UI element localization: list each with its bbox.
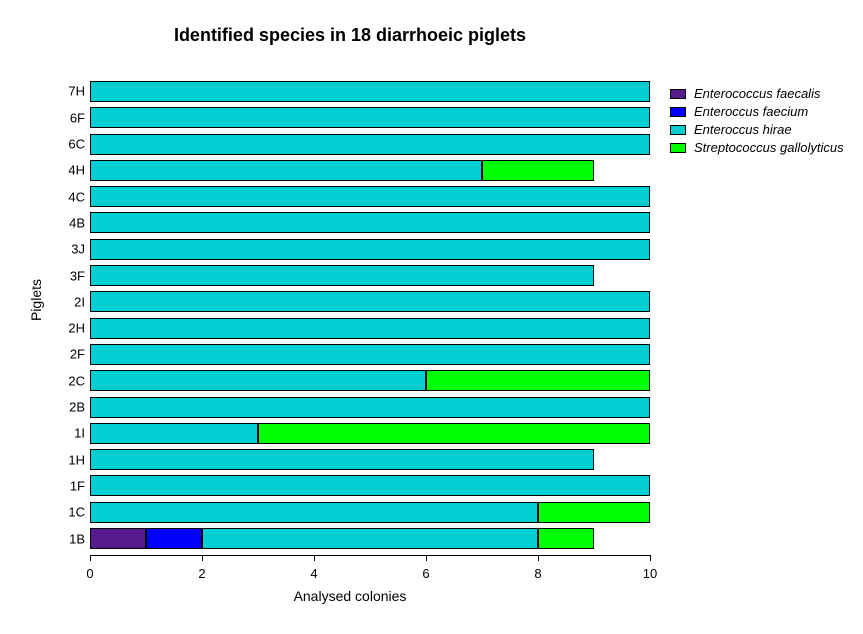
y-tick-label: 2I xyxy=(55,294,85,309)
x-tick xyxy=(650,555,651,561)
legend-item: Enterococcus faecalis xyxy=(670,85,844,103)
chart-title: Identified species in 18 diarrhoeic pigl… xyxy=(0,25,700,46)
bar-segment xyxy=(90,212,650,233)
x-axis-label: Analysed colonies xyxy=(0,588,700,604)
legend-item: Enteroccus hirae xyxy=(670,121,844,139)
bar-segment xyxy=(90,291,650,312)
bar-segment xyxy=(90,81,650,102)
chart-figure: Identified species in 18 diarrhoeic pigl… xyxy=(0,0,863,634)
y-tick-label: 1I xyxy=(55,426,85,441)
bar-segment xyxy=(90,449,594,470)
bar-segment xyxy=(202,528,538,549)
legend-label: Enteroccus hirae xyxy=(694,121,792,139)
bar-segment xyxy=(146,528,202,549)
x-tick xyxy=(314,555,315,561)
x-tick xyxy=(538,555,539,561)
y-tick-label: 3J xyxy=(55,242,85,257)
bar-segment xyxy=(90,502,538,523)
bar-segment xyxy=(90,265,594,286)
x-tick xyxy=(90,555,91,561)
bar-segment xyxy=(482,160,594,181)
y-tick-label: 3F xyxy=(55,268,85,283)
legend-swatch xyxy=(670,89,686,99)
y-tick-label: 2C xyxy=(55,373,85,388)
bar-segment xyxy=(90,370,426,391)
legend-label: Streptococcus gallolyticus xyxy=(694,139,844,157)
bar-segment xyxy=(90,160,482,181)
y-tick-label: 2B xyxy=(55,400,85,415)
x-tick-label: 4 xyxy=(310,566,317,581)
bar-segment xyxy=(90,318,650,339)
bar-segment xyxy=(90,528,146,549)
y-tick-label: 7H xyxy=(55,84,85,99)
bar-segment xyxy=(90,397,650,418)
y-tick-label: 2H xyxy=(55,321,85,336)
x-axis-line xyxy=(90,555,650,556)
bar-segment xyxy=(538,502,650,523)
legend-swatch xyxy=(670,125,686,135)
legend-label: Enteroccus faecium xyxy=(694,103,808,121)
bar-segment xyxy=(426,370,650,391)
bar-segment xyxy=(90,134,650,155)
legend-label: Enterococcus faecalis xyxy=(694,85,820,103)
legend: Enterococcus faecalisEnteroccus faeciumE… xyxy=(670,85,844,157)
y-tick-label: 1C xyxy=(55,505,85,520)
bar-segment xyxy=(90,186,650,207)
y-tick-label: 4H xyxy=(55,163,85,178)
x-tick-label: 10 xyxy=(643,566,657,581)
legend-swatch xyxy=(670,107,686,117)
y-tick-label: 4C xyxy=(55,189,85,204)
bar-segment xyxy=(90,344,650,365)
y-tick-label: 2F xyxy=(55,347,85,362)
legend-item: Enteroccus faecium xyxy=(670,103,844,121)
legend-swatch xyxy=(670,143,686,153)
x-tick xyxy=(202,555,203,561)
bar-segment xyxy=(90,239,650,260)
y-tick-label: 6C xyxy=(55,137,85,152)
bar-segment xyxy=(90,423,258,444)
y-tick-label: 6F xyxy=(55,110,85,125)
bar-segment xyxy=(90,107,650,128)
plot-area: 02468101B1C1F1H1I2B2C2F2H2I3F3J4B4C4H6C6… xyxy=(90,75,650,555)
y-axis-label: Piglets xyxy=(28,279,44,321)
y-tick-label: 4B xyxy=(55,215,85,230)
legend-item: Streptococcus gallolyticus xyxy=(670,139,844,157)
x-tick xyxy=(426,555,427,561)
bar-segment xyxy=(538,528,594,549)
bar-segment xyxy=(90,475,650,496)
bar-segment xyxy=(258,423,650,444)
x-tick-label: 8 xyxy=(534,566,541,581)
x-tick-label: 6 xyxy=(422,566,429,581)
x-tick-label: 2 xyxy=(198,566,205,581)
y-tick-label: 1F xyxy=(55,478,85,493)
x-tick-label: 0 xyxy=(86,566,93,581)
y-tick-label: 1H xyxy=(55,452,85,467)
y-tick-label: 1B xyxy=(55,531,85,546)
